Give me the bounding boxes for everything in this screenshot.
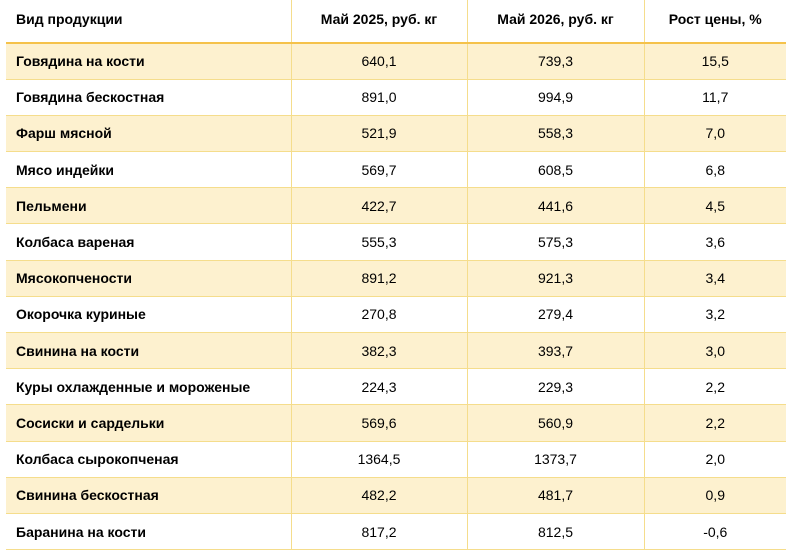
price-table: Вид продукции Май 2025, руб. кг Май 2026… [6, 0, 786, 551]
cell-price-growth: 2,2 [643, 404, 786, 442]
cell-product: Колбаса вареная [6, 223, 292, 261]
cell-product: Баранина на кости [6, 512, 292, 551]
cell-may-2025: 569,7 [290, 151, 468, 189]
cell-may-2025: 1364,5 [290, 440, 468, 478]
cell-may-2026: 1373,7 [466, 440, 645, 478]
cell-product: Свинина бескостная [6, 476, 292, 514]
header-product: Вид продукции [6, 0, 292, 44]
cell-may-2026: 739,3 [466, 42, 645, 80]
header-may-2025: Май 2025, руб. кг [290, 0, 468, 44]
cell-may-2026: 229,3 [466, 368, 645, 406]
table-row: Говядина на кости 640,1 739,3 15,5 [6, 42, 786, 80]
cell-price-growth: -0,6 [643, 512, 786, 551]
table-row: Куры охлажденные и мороженые 224,3 229,3 2,… [6, 368, 786, 406]
cell-may-2026: 393,7 [466, 331, 645, 370]
cell-price-growth: 3,2 [643, 295, 786, 334]
cell-may-2025: 224,3 [290, 368, 468, 406]
cell-product: Фарш мясной [6, 114, 292, 153]
cell-may-2026: 279,4 [466, 295, 645, 334]
cell-price-growth: 3,6 [643, 223, 786, 261]
cell-may-2025: 891,0 [290, 78, 468, 116]
cell-product: Окорочка куриные [6, 295, 292, 334]
cell-may-2026: 558,3 [466, 114, 645, 153]
cell-may-2026: 812,5 [466, 512, 645, 551]
cell-price-growth: 3,4 [643, 259, 786, 297]
cell-price-growth: 15,5 [643, 42, 786, 80]
header-row: Вид продукции Май 2025, руб. кг Май 2026… [6, 0, 786, 44]
cell-product: Мясо индейки [6, 151, 292, 189]
cell-may-2025: 640,1 [290, 42, 468, 80]
cell-price-growth: 6,8 [643, 151, 786, 189]
table-row: Колбаса вареная 555,3 575,3 3,6 [6, 223, 786, 261]
cell-may-2025: 555,3 [290, 223, 468, 261]
cell-product: Куры охлажденные и мороженые [6, 368, 292, 406]
cell-price-growth: 2,0 [643, 440, 786, 478]
table-row: Колбаса сырокопченая 1364,5 1373,7 2,0 [6, 440, 786, 478]
table-row: Окорочка куриные 270,8 279,4 3,2 [6, 295, 786, 334]
cell-may-2025: 482,2 [290, 476, 468, 514]
table-row: Мясокопчености 891,2 921,3 3,4 [6, 259, 786, 297]
table-row: Баранина на кости 817,2 812,5 -0,6 [6, 512, 786, 551]
header-price-growth: Рост цены, % [643, 0, 786, 44]
cell-product: Говядина бескостная [6, 78, 292, 116]
cell-may-2026: 994,9 [466, 78, 645, 116]
cell-price-growth: 11,7 [643, 78, 786, 116]
cell-price-growth: 4,5 [643, 187, 786, 225]
table-row: Фарш мясной 521,9 558,3 7,0 [6, 114, 786, 153]
cell-product: Сосиски и сардельки [6, 404, 292, 442]
cell-may-2025: 382,3 [290, 331, 468, 370]
table-row: Мясо индейки 569,7 608,5 6,8 [6, 151, 786, 189]
header-may-2026: Май 2026, руб. кг [466, 0, 645, 44]
table-row: Пельмени 422,7 441,6 4,5 [6, 187, 786, 225]
cell-price-growth: 2,2 [643, 368, 786, 406]
price-table-container: Вид продукции Май 2025, руб. кг Май 2026… [6, 0, 786, 551]
table-row: Сосиски и сардельки 569,6 560,9 2,2 [6, 404, 786, 442]
cell-may-2026: 441,6 [466, 187, 645, 225]
cell-price-growth: 7,0 [643, 114, 786, 153]
cell-product: Мясокопчености [6, 259, 292, 297]
cell-may-2026: 575,3 [466, 223, 645, 261]
cell-may-2025: 270,8 [290, 295, 468, 334]
cell-price-growth: 3,0 [643, 331, 786, 370]
cell-may-2026: 481,7 [466, 476, 645, 514]
cell-may-2025: 817,2 [290, 512, 468, 551]
cell-product: Колбаса сырокопченая [6, 440, 292, 478]
cell-product: Свинина на кости [6, 331, 292, 370]
table-row: Свинина бескостная 482,2 481,7 0,9 [6, 476, 786, 514]
cell-price-growth: 0,9 [643, 476, 786, 514]
cell-may-2025: 569,6 [290, 404, 468, 442]
cell-product: Пельмени [6, 187, 292, 225]
cell-may-2025: 422,7 [290, 187, 468, 225]
table-body: Говядина на кости 640,1 739,3 15,5 Говядина … [6, 42, 786, 551]
table-row: Свинина на кости 382,3 393,7 3,0 [6, 331, 786, 370]
cell-may-2026: 608,5 [466, 151, 645, 189]
cell-may-2026: 560,9 [466, 404, 645, 442]
cell-may-2025: 891,2 [290, 259, 468, 297]
table-header: Вид продукции Май 2025, руб. кг Май 2026… [6, 0, 786, 44]
table-row: Говядина бескостная 891,0 994,9 11,7 [6, 78, 786, 116]
cell-may-2026: 921,3 [466, 259, 645, 297]
cell-product: Говядина на кости [6, 42, 292, 80]
cell-may-2025: 521,9 [290, 114, 468, 153]
